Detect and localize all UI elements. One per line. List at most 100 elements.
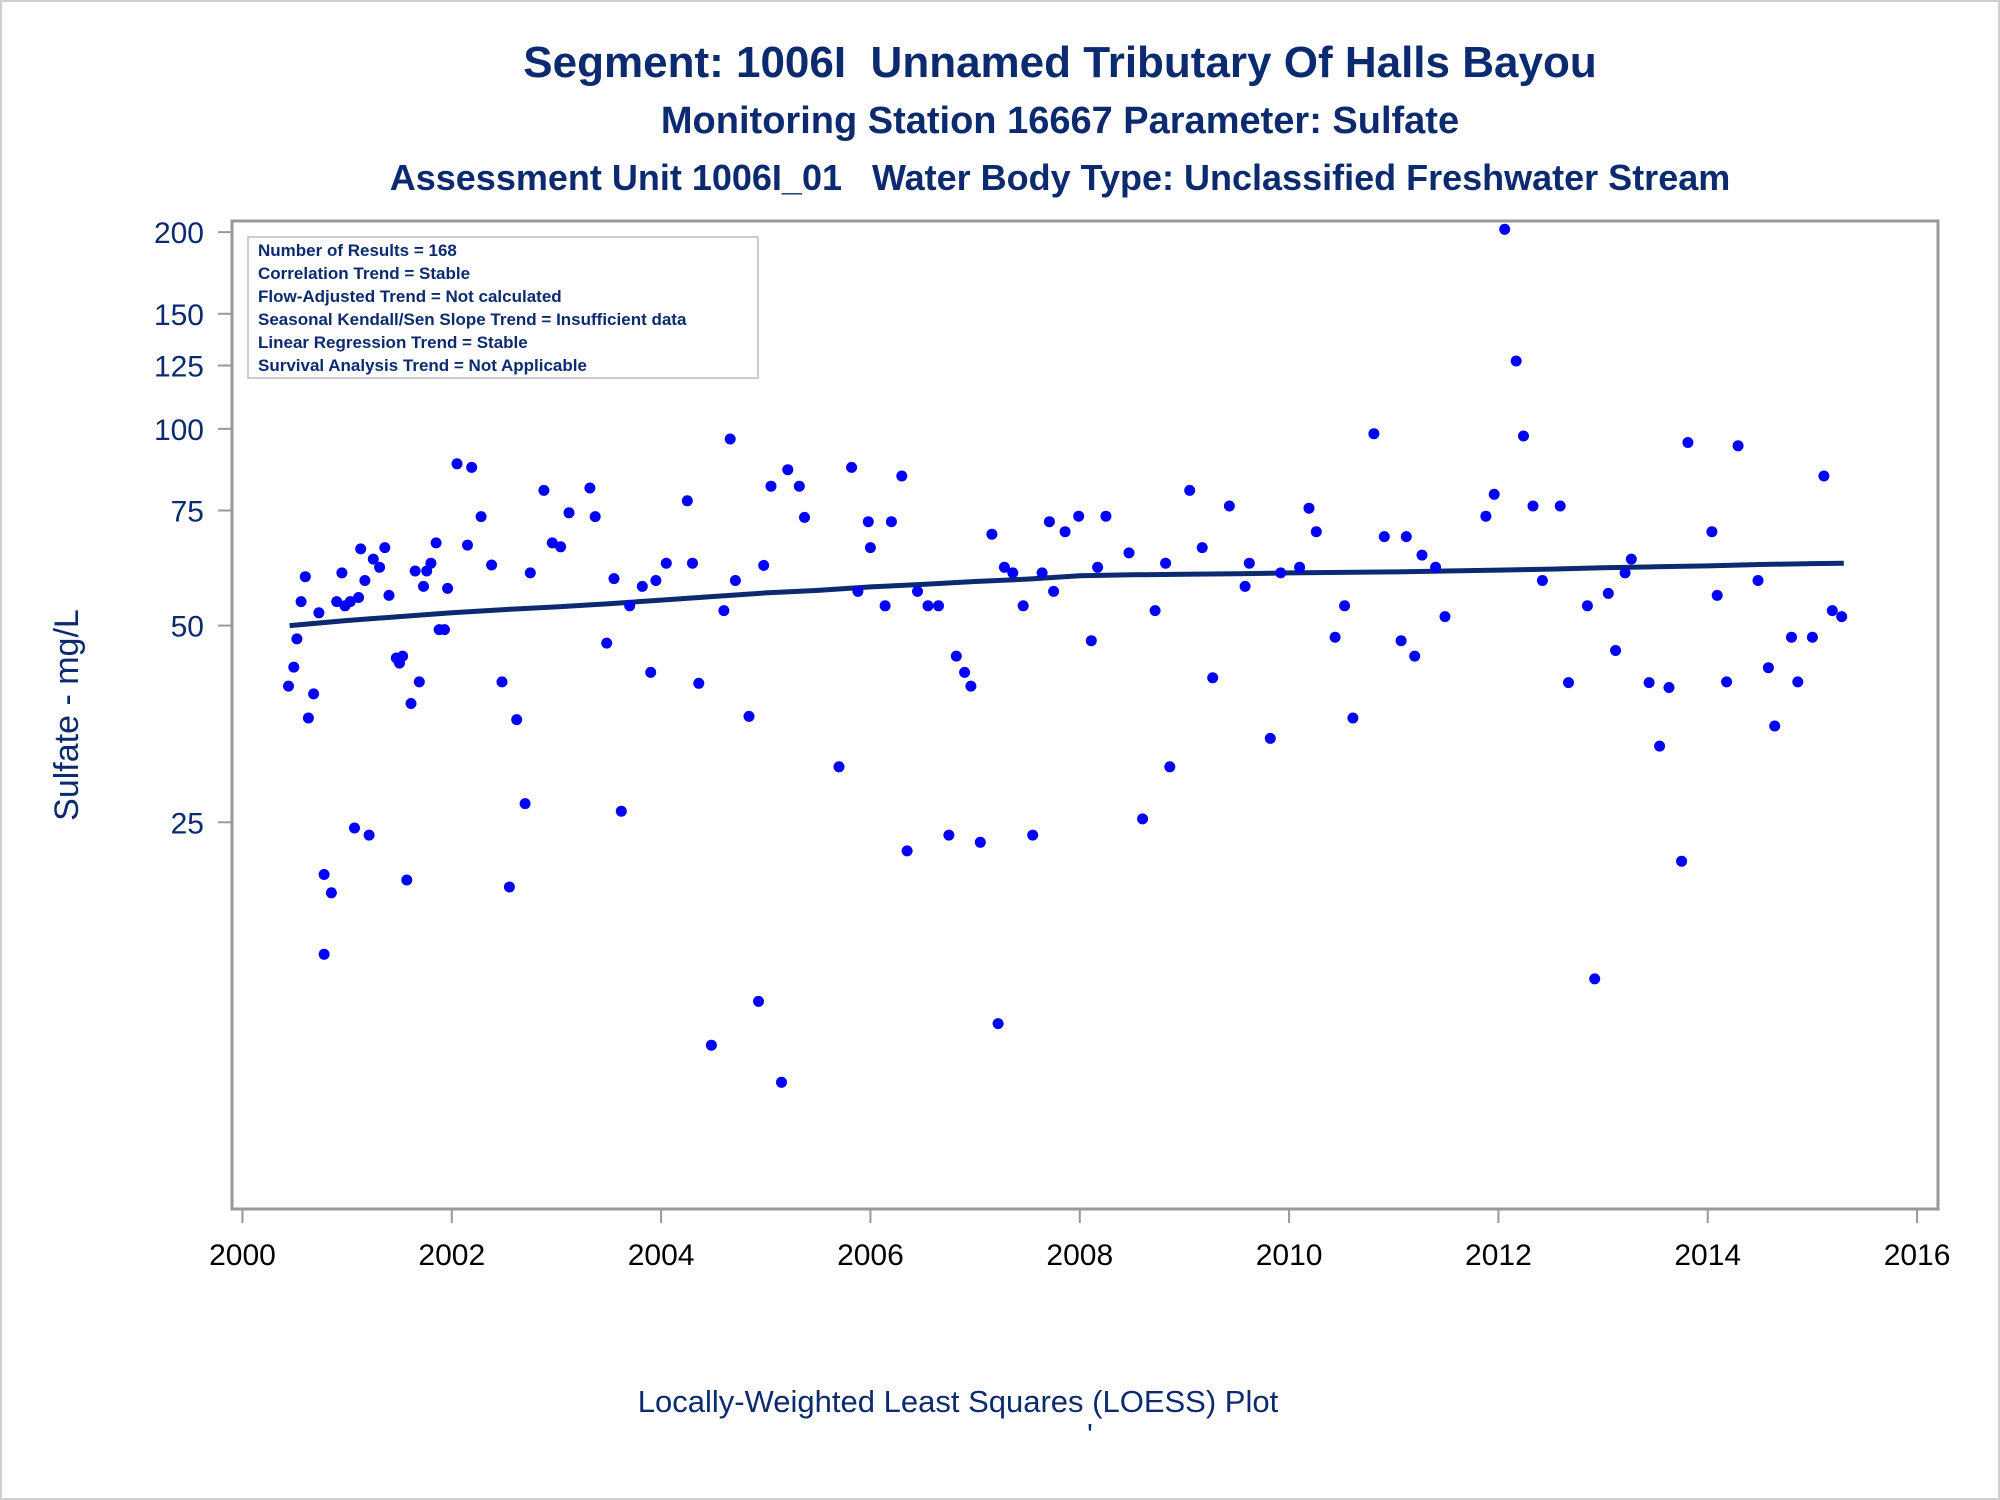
data-point <box>1036 567 1048 579</box>
data-point <box>765 480 777 492</box>
data-point <box>1654 740 1666 752</box>
info-box-border <box>247 236 759 379</box>
data-point <box>1527 500 1539 512</box>
data-point <box>601 637 613 649</box>
data-point <box>1123 547 1135 559</box>
data-point <box>1499 223 1511 235</box>
data-point <box>511 714 523 726</box>
data-point <box>1589 973 1601 985</box>
data-point <box>496 676 508 688</box>
data-point <box>1184 484 1196 496</box>
info-correlation-trend: Correlation Trend = Stable <box>258 264 470 283</box>
data-point <box>383 589 395 601</box>
data-point <box>1610 645 1622 656</box>
x-tick-label: 2010 <box>1256 1239 1323 1272</box>
data-point <box>288 661 300 673</box>
data-point <box>1554 500 1566 512</box>
data-point <box>1416 549 1428 561</box>
data-point <box>1826 605 1838 617</box>
caption-mark: ' <box>1087 1417 1093 1452</box>
data-point <box>864 542 876 554</box>
info-number-of-results: Number of Results = 168 <box>258 241 457 260</box>
data-point <box>608 573 620 585</box>
data-point <box>503 881 515 893</box>
data-point <box>466 461 478 473</box>
data-point <box>367 553 379 565</box>
data-point <box>1017 600 1029 612</box>
data-point <box>397 650 409 662</box>
data-point <box>313 607 325 619</box>
chart-subtitle-station: Monitoring Station 16667 Parameter: Sulf… <box>660 100 1460 142</box>
data-point <box>1836 611 1848 623</box>
data-point <box>992 1018 1004 1030</box>
data-point <box>1027 829 1039 841</box>
data-point <box>439 624 450 636</box>
data-point <box>538 484 550 496</box>
data-point <box>1721 676 1733 688</box>
data-point <box>1160 557 1172 569</box>
y-tick-label: 75 <box>171 495 204 528</box>
data-point <box>318 948 330 960</box>
data-point <box>1480 510 1492 522</box>
data-point <box>425 557 437 569</box>
data-point <box>1059 526 1071 538</box>
data-point <box>379 542 391 554</box>
data-point <box>660 557 672 569</box>
data-point <box>1137 813 1149 825</box>
data-point <box>1339 600 1351 612</box>
data-point <box>1581 600 1593 612</box>
data-point <box>1792 676 1804 688</box>
x-tick-label: 2004 <box>628 1239 695 1272</box>
data-point <box>1752 575 1764 586</box>
data-point <box>901 845 913 857</box>
data-point <box>1092 561 1104 573</box>
data-point <box>1762 662 1774 674</box>
data-point <box>355 543 367 555</box>
x-tick-label: 2006 <box>837 1239 904 1272</box>
data-point <box>519 798 531 810</box>
data-point <box>584 482 596 494</box>
data-point <box>1536 575 1548 586</box>
data-point <box>959 666 971 678</box>
data-point <box>1563 677 1574 689</box>
data-point <box>413 676 425 688</box>
data-point <box>1711 589 1723 601</box>
data-point <box>650 575 662 586</box>
data-point <box>302 712 314 724</box>
data-point <box>1625 553 1637 565</box>
data-point <box>687 557 698 569</box>
data-point <box>922 600 934 612</box>
data-point <box>462 539 473 551</box>
data-point <box>636 580 648 592</box>
data-point <box>409 565 421 577</box>
data-point <box>645 666 657 678</box>
data-point <box>782 464 794 476</box>
x-tick-label: 2002 <box>418 1239 485 1272</box>
data-point <box>1149 605 1161 617</box>
data-point <box>776 1076 787 1088</box>
data-point <box>758 559 770 571</box>
x-tick-label: 2014 <box>1674 1239 1741 1272</box>
data-point <box>1073 510 1085 522</box>
data-point <box>965 680 977 692</box>
data-point <box>885 516 897 528</box>
data-point <box>1085 635 1097 647</box>
data-point <box>299 571 311 583</box>
data-point <box>405 698 417 709</box>
y-axis: 25 50 75 100 125 150 200 <box>154 217 232 840</box>
data-point <box>1264 732 1276 744</box>
data-point <box>1806 631 1818 643</box>
data-point <box>852 585 864 597</box>
data-point <box>1207 672 1219 684</box>
data-point <box>724 433 736 445</box>
data-point <box>1395 635 1407 647</box>
loess-trend-layer <box>289 560 1844 629</box>
data-point <box>1510 355 1522 367</box>
data-point <box>486 559 498 571</box>
data-point <box>1439 611 1451 623</box>
data-point <box>974 836 986 848</box>
data-point <box>283 680 294 692</box>
data-point <box>353 592 365 603</box>
data-point <box>879 600 891 612</box>
data-point <box>563 507 575 519</box>
